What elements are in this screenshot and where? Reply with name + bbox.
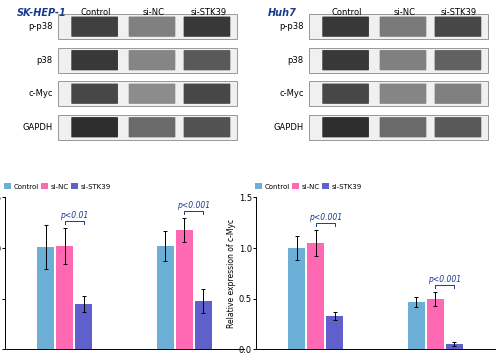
FancyBboxPatch shape [434, 17, 482, 37]
FancyBboxPatch shape [72, 117, 118, 137]
Text: p38: p38 [288, 56, 304, 65]
Bar [288, 248, 305, 349]
Bar [58, 115, 237, 140]
Legend: Control, si-NC, si-STK39: Control, si-NC, si-STK39 [4, 183, 112, 190]
Text: si-STK39: si-STK39 [441, 8, 477, 17]
Text: Control: Control [332, 8, 362, 17]
FancyBboxPatch shape [434, 50, 482, 70]
FancyBboxPatch shape [322, 84, 369, 104]
Text: p-p38: p-p38 [28, 22, 53, 31]
Text: si-NC: si-NC [393, 8, 415, 17]
FancyBboxPatch shape [184, 17, 230, 37]
FancyBboxPatch shape [380, 17, 426, 37]
Text: SK-HEP-1: SK-HEP-1 [17, 8, 66, 18]
Text: p<0.001: p<0.001 [428, 275, 462, 283]
Legend: Control, si-NC, si-STK39: Control, si-NC, si-STK39 [254, 183, 362, 190]
Text: c-Myc: c-Myc [28, 89, 53, 98]
Bar [56, 246, 74, 349]
FancyBboxPatch shape [380, 84, 426, 104]
Bar [308, 81, 488, 106]
Text: c-Myc: c-Myc [280, 89, 304, 98]
Bar [326, 316, 344, 349]
FancyBboxPatch shape [184, 84, 230, 104]
FancyBboxPatch shape [380, 117, 426, 137]
FancyBboxPatch shape [72, 84, 118, 104]
Bar [408, 302, 424, 349]
Text: Control: Control [80, 8, 111, 17]
Text: GAPDH: GAPDH [22, 123, 53, 132]
FancyBboxPatch shape [128, 50, 176, 70]
FancyBboxPatch shape [128, 117, 176, 137]
FancyBboxPatch shape [184, 50, 230, 70]
Bar [195, 301, 212, 349]
FancyBboxPatch shape [434, 117, 482, 137]
Bar [156, 246, 174, 349]
FancyBboxPatch shape [128, 84, 176, 104]
Bar [58, 81, 237, 106]
FancyBboxPatch shape [322, 50, 369, 70]
Text: p<0.001: p<0.001 [308, 213, 342, 222]
Text: p<0.01: p<0.01 [60, 211, 88, 220]
FancyBboxPatch shape [72, 50, 118, 70]
Text: GAPDH: GAPDH [274, 123, 304, 132]
FancyBboxPatch shape [322, 17, 369, 37]
Bar [307, 243, 324, 349]
Bar [176, 230, 193, 349]
Bar [58, 14, 237, 39]
FancyBboxPatch shape [184, 117, 230, 137]
FancyBboxPatch shape [322, 117, 369, 137]
Text: p<0.001: p<0.001 [178, 201, 210, 210]
Bar [308, 115, 488, 140]
Bar [37, 247, 54, 349]
Text: p-p38: p-p38 [280, 22, 304, 31]
Bar [426, 299, 444, 349]
Y-axis label: Relative expression of c-Myc: Relative expression of c-Myc [227, 219, 236, 328]
Text: si-NC: si-NC [142, 8, 164, 17]
Bar [308, 48, 488, 73]
FancyBboxPatch shape [72, 17, 118, 37]
FancyBboxPatch shape [380, 50, 426, 70]
FancyBboxPatch shape [128, 17, 176, 37]
Text: Huh7: Huh7 [268, 8, 297, 18]
Bar [446, 345, 463, 349]
Bar [58, 48, 237, 73]
Bar [308, 14, 488, 39]
Bar [76, 304, 92, 349]
FancyBboxPatch shape [434, 84, 482, 104]
Text: p38: p38 [36, 56, 53, 65]
Text: si-STK39: si-STK39 [190, 8, 226, 17]
